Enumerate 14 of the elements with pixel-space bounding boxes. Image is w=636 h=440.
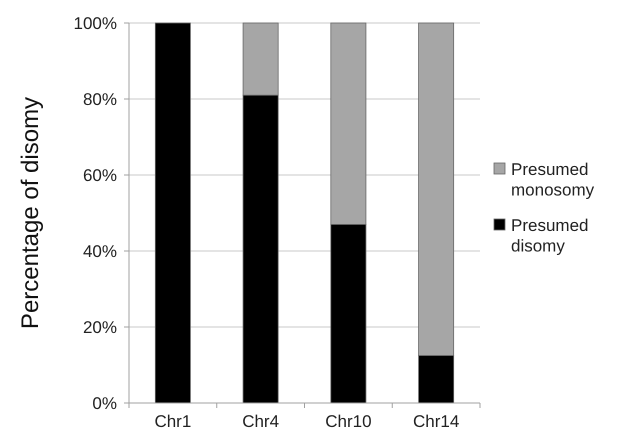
y-tick-label: 100% — [74, 14, 117, 33]
x-tick-label: Chr14 — [412, 412, 460, 431]
legend-label: Presumed monosomy — [511, 160, 595, 200]
y-tick-label: 60% — [82, 166, 117, 185]
x-tick-label: Chr4 — [242, 412, 280, 431]
y-axis-title: Percentage of disomy — [17, 96, 44, 330]
y-tick-label: 0% — [92, 394, 117, 413]
y-tick-label: 80% — [82, 90, 117, 109]
y-tick-label: 20% — [82, 318, 117, 337]
legend-label: Presumed disomy — [511, 216, 588, 256]
y-tick-label: 40% — [82, 242, 117, 261]
x-tick-label: Chr1 — [154, 412, 192, 431]
x-tick-label: Chr10 — [325, 412, 372, 431]
bar — [154, 22, 191, 404]
